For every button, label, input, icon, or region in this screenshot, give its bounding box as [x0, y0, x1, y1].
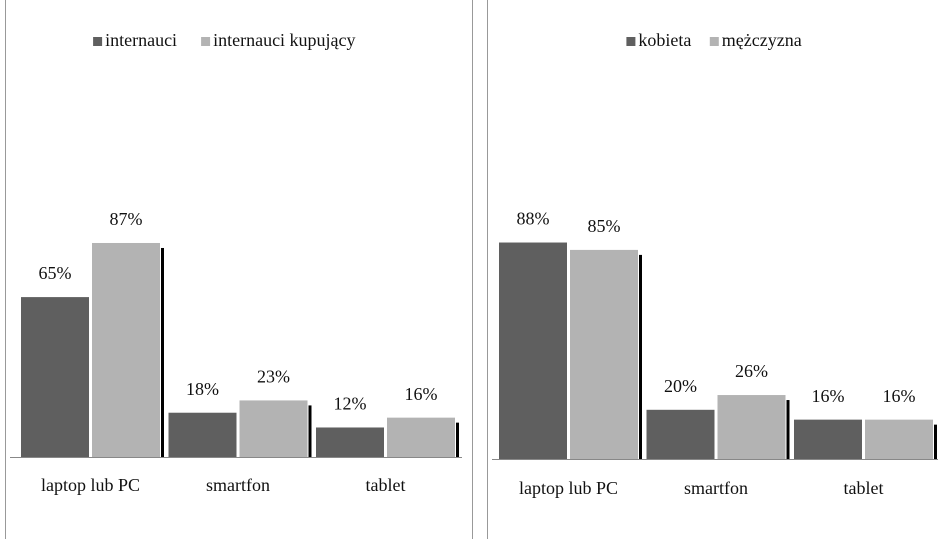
x-tick-label: tablet	[844, 478, 884, 498]
bar	[239, 400, 308, 457]
legend-label: internauci	[105, 30, 177, 50]
data-label: 18%	[186, 379, 219, 399]
bar	[92, 242, 160, 457]
legend-swatch	[709, 37, 719, 46]
bar	[717, 395, 786, 459]
legend-swatch	[93, 37, 103, 46]
data-label: 16%	[405, 384, 438, 404]
data-label: 12%	[334, 394, 367, 414]
data-label: 26%	[735, 361, 768, 381]
x-tick-label: smartfon	[206, 475, 270, 495]
x-tick-label: laptop lub PC	[41, 475, 140, 495]
data-label: 16%	[812, 386, 845, 406]
bar-shadow	[456, 422, 459, 457]
data-label: 23%	[257, 367, 290, 387]
bar-shadow	[161, 247, 164, 457]
data-label: 87%	[110, 209, 143, 229]
data-label: 65%	[39, 263, 72, 283]
legend-swatch	[201, 37, 211, 46]
data-label: 20%	[664, 376, 697, 396]
bar-shadow	[639, 254, 642, 459]
bar	[387, 417, 455, 457]
legend-label: kobieta	[638, 30, 691, 50]
bar	[21, 297, 89, 457]
bar	[499, 242, 567, 459]
x-tick-label: smartfon	[684, 478, 748, 498]
bar	[168, 412, 237, 457]
legend-label: internauci kupujący	[213, 30, 355, 50]
bar-shadow	[786, 400, 790, 459]
data-label: 16%	[883, 386, 916, 406]
data-label: 88%	[517, 209, 550, 229]
bar	[865, 419, 933, 459]
x-tick-label: laptop lub PC	[519, 478, 618, 498]
bar	[570, 249, 638, 459]
x-tick-label: tablet	[366, 475, 406, 495]
bar-shadow	[308, 405, 312, 457]
bar	[316, 427, 384, 457]
bar	[646, 409, 715, 459]
panel-border	[5, 0, 473, 539]
legend-swatch	[626, 37, 636, 46]
panel-border	[487, 0, 488, 539]
bar-shadow	[934, 424, 937, 459]
bar	[794, 419, 862, 459]
data-label: 85%	[588, 216, 621, 236]
legend-label: mężczyzna	[722, 30, 802, 50]
